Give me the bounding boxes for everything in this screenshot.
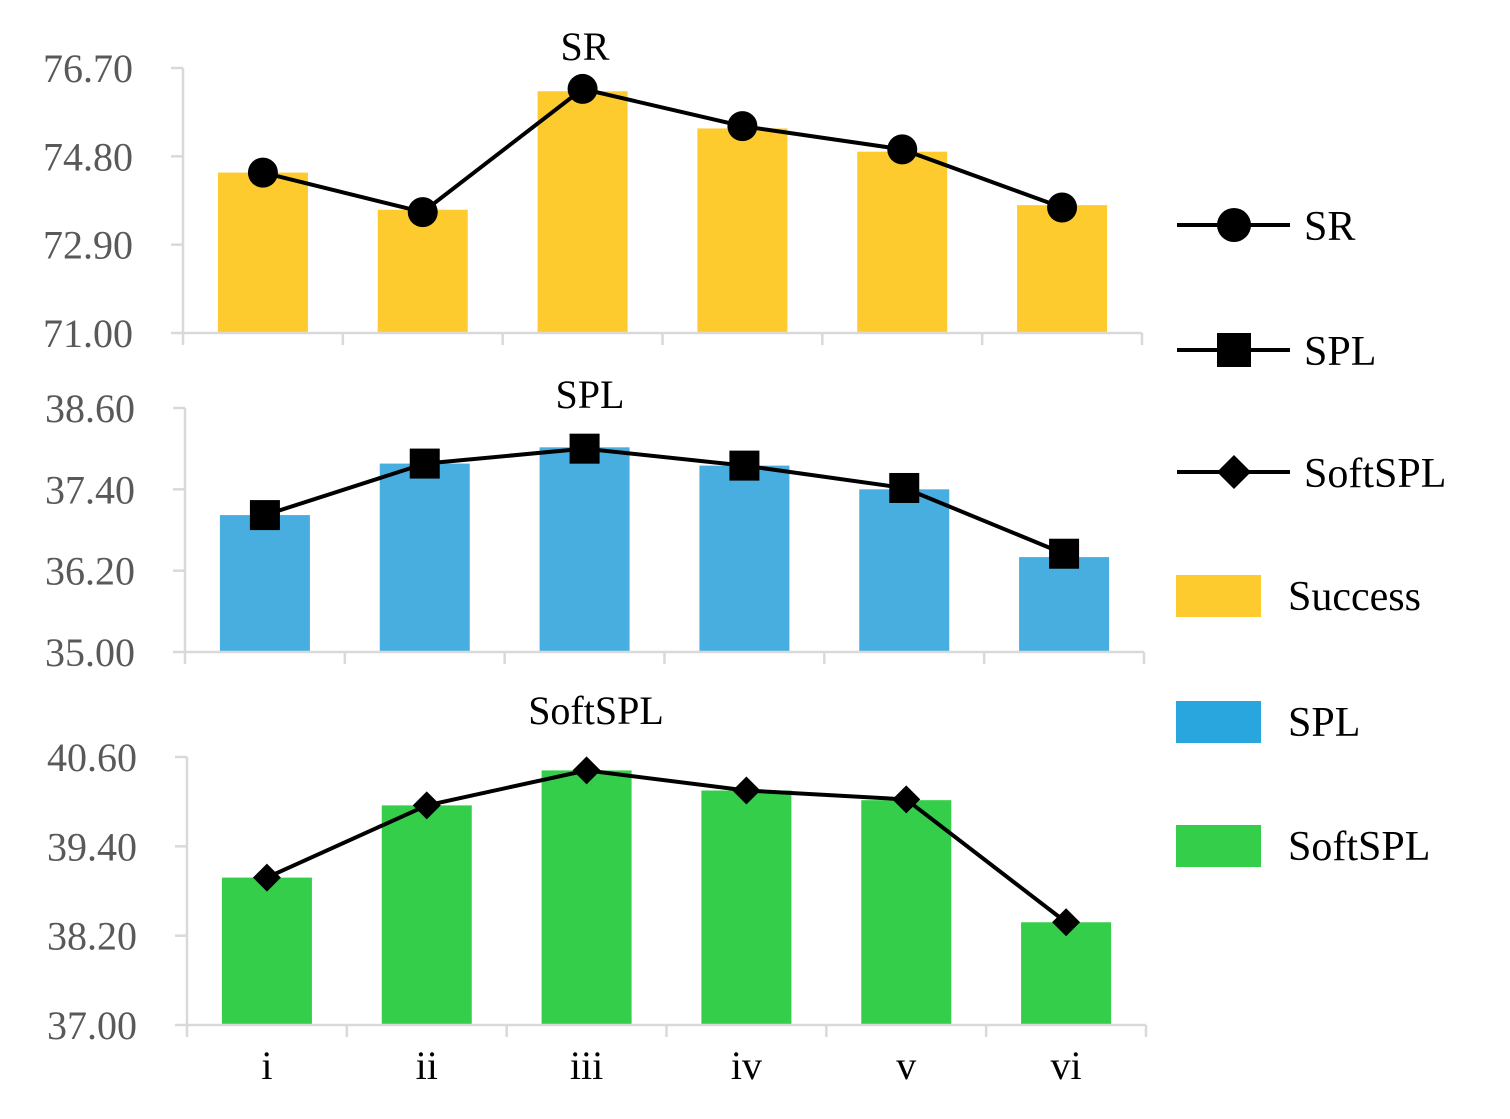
bar-iii bbox=[539, 447, 630, 652]
marker-circle-ii bbox=[407, 197, 438, 228]
bar-i bbox=[221, 877, 312, 1025]
panel-sr: SR 71.00 72.90 74.80 76.70 bbox=[43, 24, 1144, 356]
legend-label: SPL bbox=[1288, 700, 1360, 746]
marker-circle-iii bbox=[567, 73, 598, 104]
y-tick-label: 74.80 bbox=[43, 134, 133, 179]
x-tick-label: vi bbox=[1051, 1043, 1082, 1088]
bar-ii bbox=[381, 805, 472, 1025]
bar-ii bbox=[377, 209, 468, 333]
legend-color-swatch bbox=[1176, 701, 1261, 743]
panel-spl: SPL 35.00 36.20 37.40 38.60 bbox=[45, 372, 1146, 675]
y-tick-label: 39.40 bbox=[47, 824, 137, 869]
bar-v bbox=[861, 800, 952, 1025]
bar-iv bbox=[699, 465, 790, 652]
legend: SR SPL SoftSPL Success SPL SoftSPL bbox=[1176, 204, 1446, 870]
legend-item-4: SPL bbox=[1176, 700, 1360, 746]
series-line-spl bbox=[264, 446, 1065, 556]
y-tick-label: 72.90 bbox=[43, 223, 133, 268]
marker-diamond-v bbox=[892, 785, 921, 814]
legend-marker-square bbox=[1217, 333, 1251, 367]
y-tick-label: 38.60 bbox=[45, 386, 135, 431]
y-tick-label: 38.20 bbox=[47, 914, 137, 959]
legend-marker-circle bbox=[1217, 208, 1251, 242]
marker-diamond-i bbox=[252, 863, 281, 892]
marker-circle-iv bbox=[727, 111, 758, 142]
marker-circle-i bbox=[247, 157, 278, 188]
x-tick-label: iii bbox=[570, 1043, 603, 1088]
marker-square-i bbox=[249, 500, 280, 531]
y-tick-label: 71.00 bbox=[43, 311, 133, 356]
legend-label: SoftSPL bbox=[1288, 824, 1430, 870]
panel-title-spl: SPL bbox=[556, 372, 625, 417]
y-tick-label: 36.20 bbox=[45, 549, 135, 594]
marker-square-ii bbox=[409, 448, 440, 479]
x-tick-label: i bbox=[261, 1043, 272, 1088]
marker-diamond-ii bbox=[412, 791, 441, 820]
marker-square-v bbox=[889, 472, 920, 503]
legend-item-2: SoftSPL bbox=[1177, 451, 1446, 497]
marker-diamond-vi bbox=[1052, 908, 1081, 937]
marker-square-vi bbox=[1049, 538, 1080, 569]
marker-square-iv bbox=[729, 450, 760, 481]
legend-marker-diamond bbox=[1217, 455, 1251, 489]
bar-i bbox=[219, 515, 310, 652]
marker-circle-v bbox=[887, 134, 918, 165]
bar-i bbox=[217, 172, 308, 333]
bar-iii bbox=[537, 91, 628, 334]
legend-label: SPL bbox=[1304, 329, 1376, 375]
bar-v bbox=[859, 489, 950, 652]
legend-label: Success bbox=[1288, 574, 1421, 620]
bar-iv bbox=[697, 128, 788, 333]
x-tick-label: iv bbox=[731, 1043, 762, 1088]
panel-title-softspl: SoftSPL bbox=[528, 688, 664, 733]
panel-title-sr: SR bbox=[561, 24, 610, 69]
marker-diamond-iv bbox=[732, 776, 761, 805]
x-tick-label: v bbox=[896, 1043, 916, 1088]
y-tick-label: 37.00 bbox=[47, 1003, 137, 1048]
bar-vi bbox=[1017, 205, 1108, 333]
bar-iv bbox=[701, 790, 792, 1025]
y-tick-label: 35.00 bbox=[45, 630, 135, 675]
marker-diamond-iii bbox=[572, 756, 601, 785]
series-line-softspl bbox=[266, 768, 1068, 924]
bar-vi bbox=[1021, 922, 1112, 1025]
marker-circle-vi bbox=[1047, 192, 1078, 223]
bar-vi bbox=[1019, 557, 1110, 652]
legend-item-5: SoftSPL bbox=[1176, 824, 1430, 870]
marker-square-iii bbox=[569, 433, 600, 464]
y-tick-label: 76.70 bbox=[43, 46, 133, 91]
legend-label: SR bbox=[1304, 204, 1355, 250]
legend-color-swatch bbox=[1176, 575, 1261, 617]
y-tick-label: 40.60 bbox=[47, 735, 137, 780]
bar-ii bbox=[379, 463, 470, 652]
series-line-sr bbox=[262, 86, 1063, 215]
legend-item-3: Success bbox=[1176, 574, 1421, 620]
legend-item-1: SPL bbox=[1177, 329, 1376, 375]
legend-label: SoftSPL bbox=[1304, 451, 1446, 497]
bar-iii bbox=[541, 770, 632, 1025]
legend-color-swatch bbox=[1176, 825, 1261, 867]
x-tick-label: ii bbox=[416, 1043, 438, 1088]
legend-item-0: SR bbox=[1177, 204, 1355, 250]
y-tick-label: 37.40 bbox=[45, 467, 135, 512]
bar-v bbox=[857, 151, 948, 333]
